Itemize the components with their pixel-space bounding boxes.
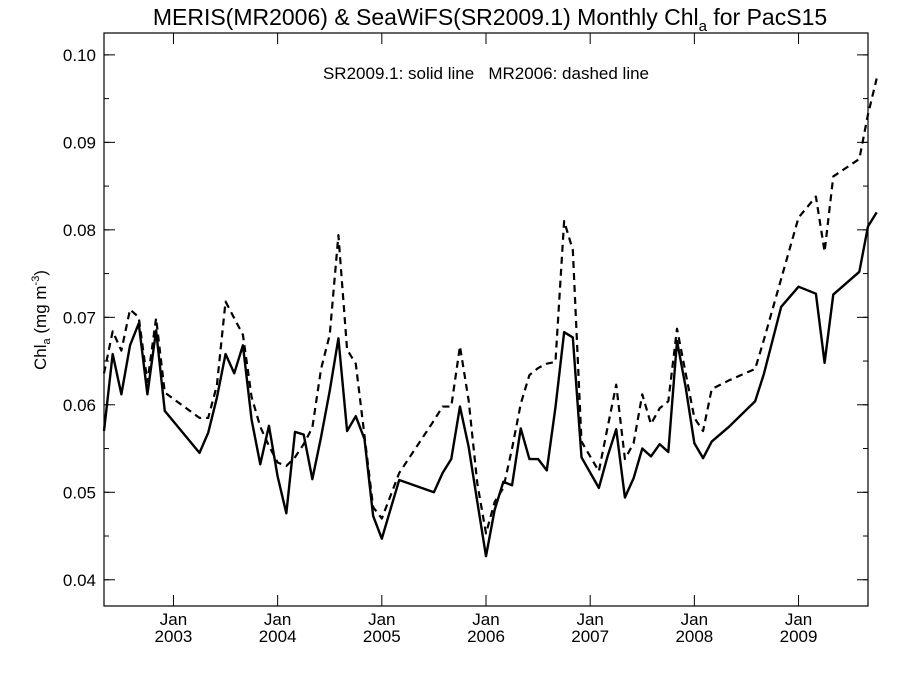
- x-tick-label-year: 2006: [467, 627, 505, 646]
- x-tick-label-year: 2005: [363, 627, 401, 646]
- chart-title-main: MERIS(MR2006) & SeaWiFS(SR2009.1) Monthl…: [153, 4, 699, 30]
- y-axis-label-superscript: -3: [30, 276, 42, 286]
- x-tick-label-year: 2008: [675, 627, 713, 646]
- x-tick-label-year: 2007: [571, 627, 609, 646]
- x-tick-label-month: Jan: [264, 610, 291, 629]
- y-axis-label-main: Chl: [31, 344, 50, 370]
- x-tick-label-year: 2009: [780, 627, 818, 646]
- y-tick-label: 0.10: [63, 46, 96, 65]
- x-tick-label-year: 2004: [259, 627, 297, 646]
- y-axis-label-subscript: a: [41, 337, 53, 344]
- chart-title: MERIS(MR2006) & SeaWiFS(SR2009.1) Monthl…: [153, 4, 827, 35]
- chart-title-suffix: for PacS15: [707, 4, 827, 30]
- y-axis-label-unit: (mg m: [31, 285, 50, 338]
- y-tick-label: 0.04: [63, 571, 96, 590]
- y-tick-label: 0.08: [63, 221, 96, 240]
- x-tick-label-month: Jan: [681, 610, 708, 629]
- x-tick-label-month: Jan: [576, 610, 603, 629]
- series-line-solid: [102, 211, 878, 558]
- plot-frame: [103, 32, 869, 607]
- chart-title-subscript: a: [699, 18, 708, 35]
- y-axis-label-unit-end: ): [31, 270, 50, 276]
- y-tick-label: 0.06: [63, 396, 96, 415]
- x-tick-label-month: Jan: [368, 610, 395, 629]
- x-tick-label-month: Jan: [785, 610, 812, 629]
- y-tick-label: 0.05: [63, 483, 96, 502]
- y-axis-label: Chla (mg m-3): [30, 270, 53, 370]
- legend-annotation: SR2009.1: solid line MR2006: dashed line: [323, 64, 649, 83]
- series-line-dashed: [102, 78, 878, 535]
- y-tick-label: 0.07: [63, 308, 96, 327]
- x-tick-label-year: 2003: [155, 627, 193, 646]
- x-axis: Jan2003Jan2004Jan2005Jan2006Jan2007Jan20…: [155, 33, 818, 646]
- x-tick-label-month: Jan: [472, 610, 499, 629]
- y-tick-label: 0.09: [63, 133, 96, 152]
- y-axis: 0.04 0.05 0.06 0.07 0.08 0.09 0.10: [63, 46, 868, 590]
- series-layer: [102, 78, 878, 558]
- x-tick-label-month: Jan: [160, 610, 187, 629]
